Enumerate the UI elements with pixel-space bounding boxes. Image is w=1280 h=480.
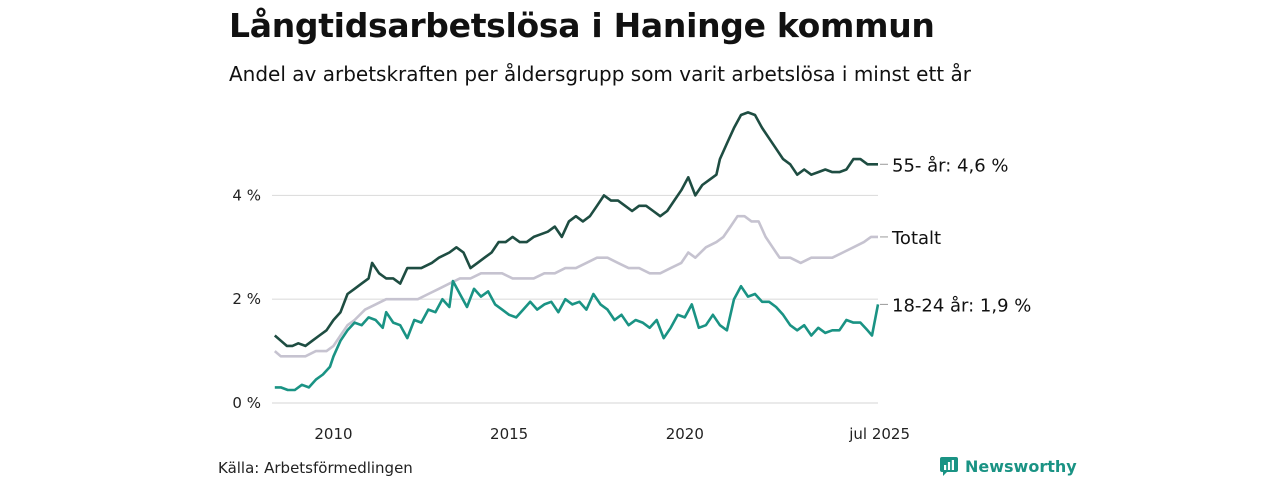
x-tick-label: 2010 [314,425,352,443]
series-end-label-0: 55- år: 4,6 % [892,155,1008,176]
gridlines [272,194,878,404]
series-line-1 [273,214,878,358]
series-line-0 [273,111,878,348]
x-tick-label: 2015 [490,425,528,443]
end-labels: 55- år: 4,6 % Totalt 18-24 år: 1,9 % [880,155,1031,316]
series-end-label-2: 18-24 år: 1,9 % [892,295,1031,316]
y-tick-label: 2 % [232,290,261,308]
series-line-2 [274,279,880,392]
brand-logo[interactable]: Newsworthy [939,455,1077,477]
series-lines [273,111,880,392]
x-tick-label: 2020 [666,425,704,443]
brand-name: Newsworthy [965,456,1077,476]
y-tick-label: 0 % [232,394,261,412]
source-note: Källa: Arbetsförmedlingen [218,459,413,477]
chart-title: Långtidsarbetslösa i Haninge kommun [229,6,935,45]
chart-subtitle: Andel av arbetskraften per åldersgrupp s… [229,62,971,86]
series-end-label-1: Totalt [891,228,941,249]
y-tick-label: 4 % [232,186,261,204]
x-tick-label: jul 2025 [848,425,910,443]
newsworthy-logo-icon [940,457,958,476]
axis-labels: 0 % 2 % 4 % 2010 2015 2020 jul 2025 [232,186,910,443]
